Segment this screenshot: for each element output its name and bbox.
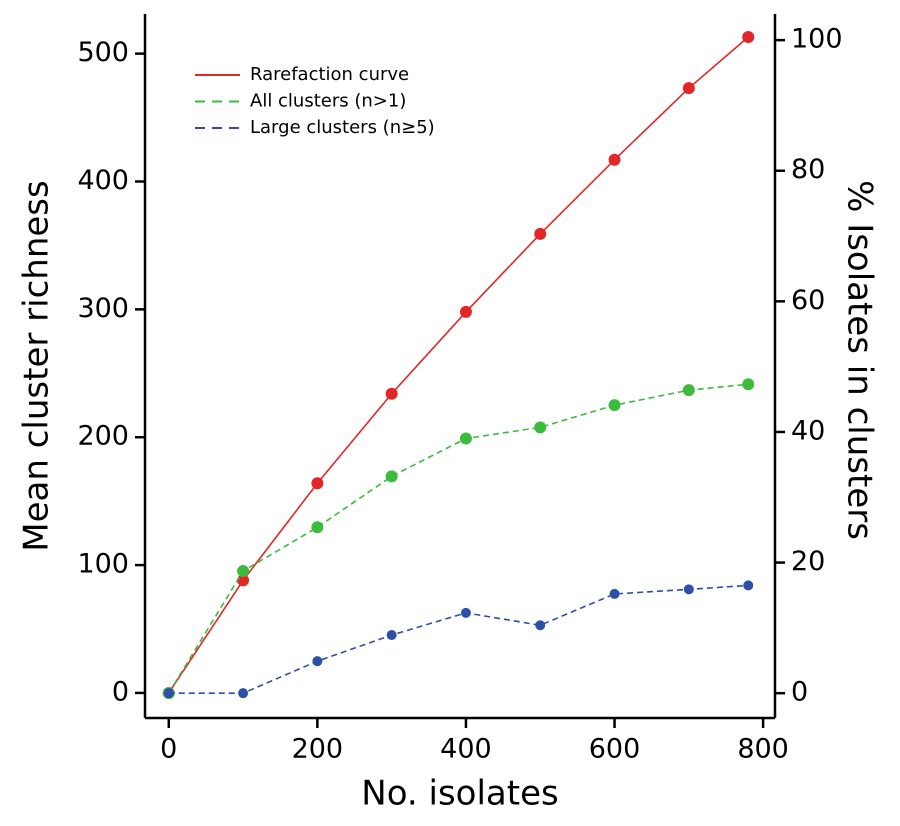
y2-tick-label: 40 [791,415,825,446]
data-point [237,565,250,578]
y2-axis-label: % Isolates in clusters [840,180,880,540]
data-point [385,470,398,483]
y-tick-label: 200 [77,421,129,452]
data-point [238,688,249,699]
series-line [168,584,749,694]
y2-tick-label: 60 [791,285,825,316]
legend-label: Large clusters (n≥5) [250,117,435,138]
data-point [535,620,546,631]
data-point [163,688,174,699]
data-point [311,521,324,534]
data-point [460,607,471,618]
data-point [683,584,694,595]
data-point [609,588,620,599]
x-axis-label: No. isolates [361,774,558,814]
data-point [534,421,547,434]
data-point [743,580,754,591]
y-axis-label: Mean cluster richness [17,180,57,551]
y-tick-label: 500 [77,37,129,68]
y-tick-label: 0 [112,676,129,707]
data-point [742,31,755,44]
data-point [459,432,472,445]
data-point [385,387,398,400]
y2-tick-label: 20 [791,546,825,577]
x-tick-label: 200 [292,734,344,765]
data-point [682,82,695,95]
y2-tick-label: 0 [791,677,808,708]
data-point [459,305,472,318]
y-tick-label: 400 [77,165,129,196]
y-tick-label: 100 [77,549,129,580]
y2-tick-label: 80 [791,154,825,185]
x-tick-label: 0 [160,734,177,765]
data-point [608,153,621,166]
y2-tick-label: 100 [791,24,843,55]
x-tick-label: 600 [589,734,641,765]
legend-label: All clusters (n>1) [250,91,406,112]
legend-label: Rarefaction curve [250,64,409,85]
x-tick-label: 800 [737,734,789,765]
data-point [312,656,323,667]
data-point [608,399,621,412]
series-line [168,383,749,694]
data-point [311,477,324,490]
data-point [534,227,547,240]
data-point [386,630,397,641]
data-point [682,384,695,397]
x-tick-label: 400 [440,734,492,765]
data-point [742,378,755,391]
y-tick-label: 300 [77,293,129,324]
